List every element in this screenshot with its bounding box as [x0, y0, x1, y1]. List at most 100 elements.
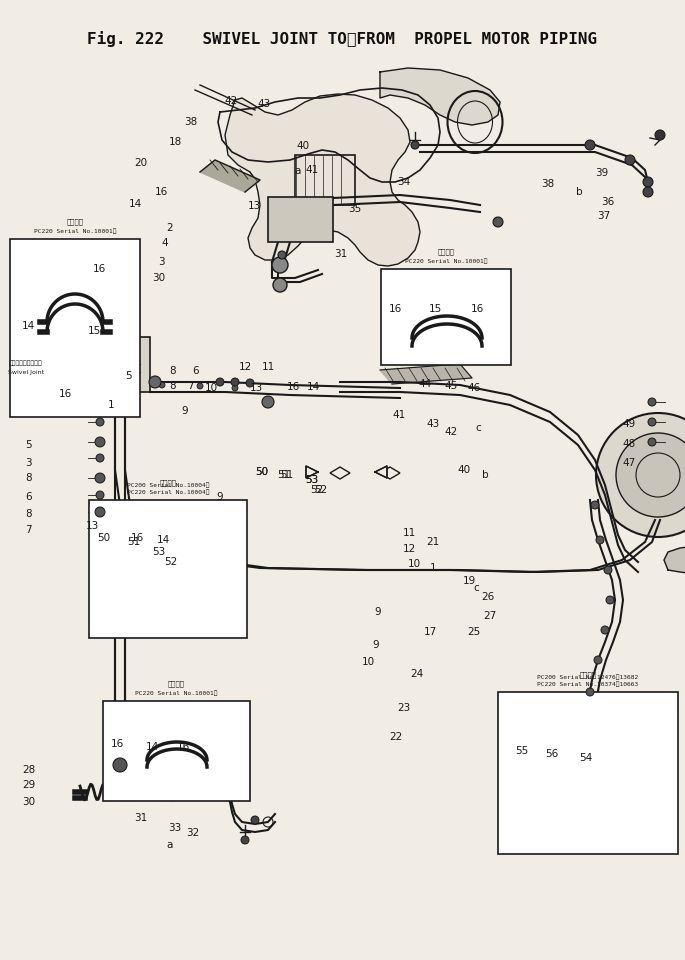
Polygon shape: [306, 466, 318, 478]
Text: 40: 40: [458, 466, 471, 475]
Circle shape: [643, 187, 653, 197]
Text: 9: 9: [182, 406, 188, 416]
Text: 13: 13: [250, 383, 264, 393]
Circle shape: [643, 177, 653, 187]
Text: 16: 16: [58, 389, 72, 398]
Text: 15: 15: [88, 326, 101, 336]
Circle shape: [655, 130, 665, 140]
Bar: [88, 337, 150, 392]
Text: 11: 11: [403, 528, 416, 538]
Text: 43: 43: [426, 420, 440, 429]
Circle shape: [96, 491, 104, 499]
Bar: [268, 197, 333, 242]
Text: b: b: [575, 187, 582, 197]
Text: c: c: [475, 423, 481, 433]
Text: 7: 7: [187, 381, 194, 391]
Text: 適用号機: 適用号機: [438, 249, 455, 255]
Text: 16: 16: [154, 187, 168, 197]
Circle shape: [648, 418, 656, 426]
Bar: [498, 692, 678, 854]
Text: 14: 14: [156, 535, 170, 544]
Text: 4: 4: [161, 238, 168, 248]
Text: 10: 10: [408, 560, 421, 569]
Circle shape: [251, 816, 259, 824]
Text: 30: 30: [152, 274, 166, 283]
Text: 15: 15: [428, 304, 442, 314]
Bar: [89, 500, 247, 638]
Circle shape: [493, 217, 503, 227]
Text: 35: 35: [348, 204, 362, 214]
Circle shape: [273, 278, 287, 292]
Circle shape: [411, 141, 419, 149]
Text: 29: 29: [22, 780, 36, 790]
Text: 33: 33: [168, 823, 182, 832]
Circle shape: [278, 251, 286, 259]
Text: 25: 25: [467, 627, 481, 636]
Text: 47: 47: [622, 458, 636, 468]
Circle shape: [604, 566, 612, 574]
Text: 51: 51: [277, 470, 291, 480]
Text: 45: 45: [444, 381, 458, 391]
Text: 36: 36: [601, 197, 615, 206]
Polygon shape: [225, 94, 420, 266]
Text: 16: 16: [389, 304, 403, 314]
Polygon shape: [330, 467, 350, 479]
Text: 2: 2: [166, 224, 173, 233]
Text: b: b: [482, 470, 488, 480]
Circle shape: [596, 536, 604, 544]
Text: 43: 43: [257, 99, 271, 108]
Text: 5: 5: [25, 441, 32, 450]
Text: 39: 39: [595, 168, 608, 178]
Circle shape: [96, 418, 104, 426]
Text: 14: 14: [307, 382, 321, 392]
Text: 8: 8: [169, 366, 176, 375]
Circle shape: [149, 376, 161, 388]
Text: a: a: [295, 166, 301, 176]
Circle shape: [596, 413, 685, 537]
Text: 19: 19: [462, 576, 476, 586]
Circle shape: [232, 385, 238, 391]
Text: 38: 38: [184, 117, 197, 127]
Text: 適用号機: 適用号機: [66, 218, 84, 225]
Text: 10: 10: [362, 658, 375, 667]
Circle shape: [585, 140, 595, 150]
Text: 42: 42: [225, 96, 238, 106]
Text: 16: 16: [92, 264, 106, 274]
Text: 11: 11: [262, 362, 275, 372]
Bar: [295, 155, 355, 205]
Text: 3: 3: [25, 458, 32, 468]
Circle shape: [262, 396, 274, 408]
Text: 5: 5: [125, 372, 132, 381]
Text: 適用号機: 適用号機: [160, 479, 177, 486]
Text: 40: 40: [296, 141, 310, 151]
Text: 9: 9: [216, 492, 223, 502]
Text: 14: 14: [145, 742, 159, 752]
Text: 22: 22: [389, 732, 403, 742]
Polygon shape: [200, 160, 260, 192]
Text: 44: 44: [418, 379, 432, 389]
Text: 13: 13: [248, 202, 262, 211]
Text: 16: 16: [177, 742, 190, 752]
Circle shape: [648, 398, 656, 406]
Text: 30: 30: [22, 797, 36, 806]
Text: 適用号機: 適用号機: [168, 681, 185, 687]
Text: 20: 20: [134, 158, 147, 168]
Polygon shape: [380, 364, 472, 384]
Text: 1: 1: [429, 564, 436, 573]
Text: 24: 24: [410, 669, 423, 679]
Text: 55: 55: [515, 746, 529, 756]
Text: 31: 31: [334, 250, 348, 259]
Polygon shape: [375, 466, 387, 478]
Text: 14: 14: [129, 199, 142, 208]
Text: 51: 51: [127, 538, 140, 547]
Text: a: a: [166, 840, 173, 850]
Bar: [103, 701, 250, 801]
Circle shape: [95, 507, 105, 517]
Text: 12: 12: [238, 362, 252, 372]
Text: 16: 16: [111, 739, 125, 749]
Text: PC220 Serial No.10001～: PC220 Serial No.10001～: [405, 258, 487, 264]
Bar: [381, 269, 511, 365]
Text: 51: 51: [279, 470, 293, 480]
Text: 9: 9: [372, 640, 379, 650]
Text: スイベルジョイント: スイベルジョイント: [9, 360, 43, 366]
